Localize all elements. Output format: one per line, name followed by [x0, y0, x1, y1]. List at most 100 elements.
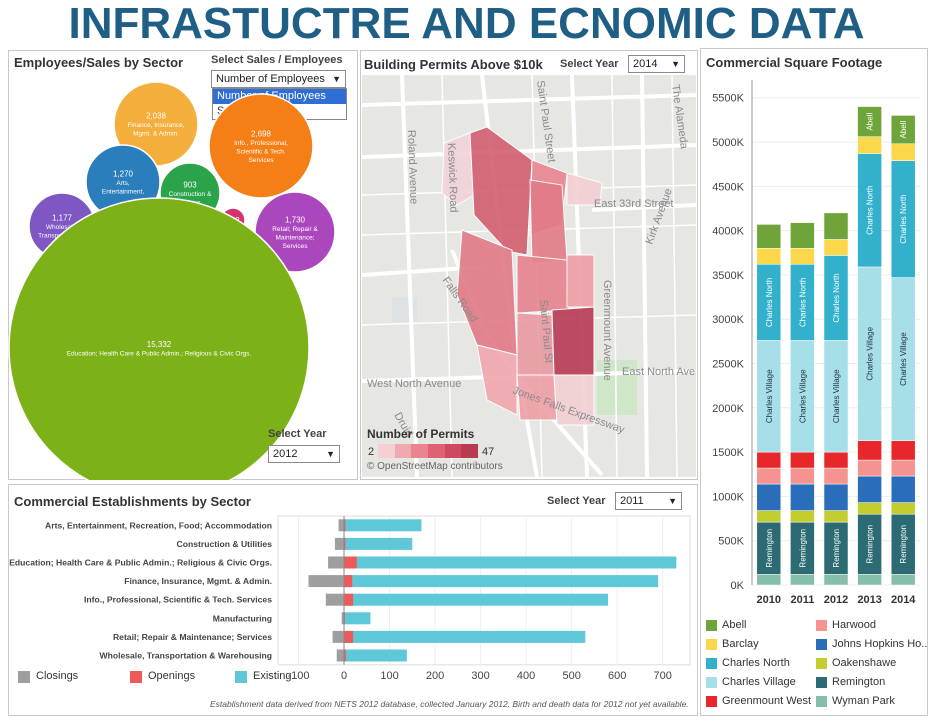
- legend-swatch: [444, 444, 462, 458]
- bar-segment-wyman-park[interactable]: [790, 574, 815, 586]
- bar-closings[interactable]: [328, 556, 345, 569]
- bar-segment-charles-village[interactable]: [890, 277, 916, 441]
- bar-segment-abell[interactable]: [890, 115, 916, 145]
- bar-segment-abell[interactable]: [823, 212, 849, 240]
- bar-segment-harwood[interactable]: [756, 467, 782, 485]
- bar-segment-johns-hopkins-ho-[interactable]: [823, 483, 849, 511]
- establishments-chart: -100 0 100 200 300 400 500 600 700 Arts, Entertai…: [9, 515, 691, 682]
- segment-label: Remington: [832, 529, 841, 568]
- estab-year-label: Select Year: [547, 495, 606, 507]
- bar-segment-abell[interactable]: [790, 222, 815, 249]
- bar-segment-barclay[interactable]: [823, 239, 849, 256]
- bar-segment-charles-north[interactable]: [857, 153, 882, 268]
- bubble-circle[interactable]: [8, 197, 310, 480]
- bar-closings[interactable]: [325, 593, 345, 606]
- bar-closings[interactable]: [334, 537, 345, 550]
- bar-segment-harwood[interactable]: [890, 459, 916, 477]
- bar-closings[interactable]: [341, 612, 345, 625]
- bar-segment-greenmount-west[interactable]: [890, 440, 916, 461]
- bar-existing[interactable]: [344, 575, 659, 588]
- bar-segment-johns-hopkins-ho-[interactable]: [857, 475, 882, 503]
- bar-segment-charles-north[interactable]: [756, 264, 782, 341]
- bar-existing[interactable]: [344, 630, 586, 643]
- segment-label: Charles Village: [866, 326, 875, 380]
- bar-segment-charles-north[interactable]: [790, 264, 815, 341]
- bar-segment-harwood[interactable]: [857, 459, 882, 477]
- y-tick-label: 1500K: [712, 447, 744, 459]
- legend-swatch: [394, 444, 412, 458]
- bar-closings[interactable]: [308, 575, 345, 588]
- legend-swatch: [816, 639, 827, 650]
- bubble-year-select[interactable]: 2012 ▼: [268, 445, 340, 463]
- map-year-value: 2014: [633, 58, 658, 70]
- bar-segment-abell[interactable]: [756, 224, 782, 249]
- bar-segment-remington[interactable]: [756, 521, 782, 575]
- bar-segment-charles-north[interactable]: [823, 255, 849, 341]
- bar-segment-oakenshawe[interactable]: [756, 510, 782, 523]
- bubble-label: Info., Professional,: [234, 140, 288, 147]
- bar-openings[interactable]: [344, 519, 346, 532]
- bubble-label: Construction &: [169, 191, 212, 198]
- bar-closings[interactable]: [336, 649, 345, 662]
- bar-segment-wyman-park[interactable]: [890, 574, 916, 586]
- bar-segment-charles-village[interactable]: [823, 340, 849, 453]
- bar-segment-remington[interactable]: [823, 521, 849, 575]
- x-tick-label: 300: [471, 670, 489, 682]
- bar-segment-wyman-park[interactable]: [857, 574, 882, 586]
- bar-openings[interactable]: [344, 575, 353, 588]
- bar-segment-johns-hopkins-ho-[interactable]: [790, 483, 815, 511]
- bar-openings[interactable]: [344, 556, 357, 569]
- bar-existing[interactable]: [344, 556, 677, 569]
- bar-segment-johns-hopkins-ho-[interactable]: [756, 483, 782, 511]
- bar-openings[interactable]: [344, 630, 354, 643]
- bar-segment-barclay[interactable]: [756, 248, 782, 265]
- bar-closings[interactable]: [332, 630, 345, 643]
- bar-existing[interactable]: [344, 649, 407, 662]
- bar-segment-barclay[interactable]: [857, 136, 882, 154]
- bar-openings[interactable]: [344, 537, 346, 550]
- bar-segment-harwood[interactable]: [823, 467, 849, 485]
- bar-openings[interactable]: [344, 649, 346, 662]
- x-tick-label: 400: [517, 670, 535, 682]
- bar-segment-harwood[interactable]: [790, 467, 815, 485]
- legend-swatch: [816, 620, 827, 631]
- chevron-down-icon: ▼: [671, 59, 680, 69]
- permit-map[interactable]: Saint Paul Street The Alameda Roland Ave…: [362, 75, 696, 477]
- bar-segment-greenmount-west[interactable]: [823, 451, 849, 469]
- bar-openings[interactable]: [344, 593, 354, 606]
- bar-segment-oakenshawe[interactable]: [890, 502, 916, 515]
- bubble-panel-title: Employees/Sales by Sector: [14, 55, 184, 70]
- segment-label: Abell: [899, 121, 908, 139]
- estab-year-select[interactable]: 2011 ▼: [615, 492, 682, 510]
- bar-segment-wyman-park[interactable]: [756, 574, 782, 586]
- bar-segment-wyman-park[interactable]: [823, 574, 849, 586]
- bar-segment-abell[interactable]: [857, 106, 882, 137]
- bar-closings[interactable]: [338, 519, 345, 532]
- bar-segment-oakenshawe[interactable]: [857, 502, 882, 515]
- sales-employees-select[interactable]: Number of Employees ▼: [211, 70, 346, 88]
- bar-segment-greenmount-west[interactable]: [756, 451, 782, 469]
- bar-segment-charles-village[interactable]: [857, 266, 882, 441]
- bubble-value: 2,698: [251, 129, 272, 138]
- bar-segment-barclay[interactable]: [790, 248, 815, 265]
- bubble-info[interactable]: 2,698 Info., Professional,Scientific & Te…: [208, 93, 314, 199]
- bar-existing[interactable]: [344, 537, 413, 550]
- bar-segment-oakenshawe[interactable]: [823, 510, 849, 523]
- bar-segment-oakenshawe[interactable]: [790, 510, 815, 523]
- bubble-circle[interactable]: [208, 93, 314, 199]
- bar-segment-johns-hopkins-ho-[interactable]: [890, 475, 916, 503]
- bar-segment-charles-north[interactable]: [890, 160, 916, 278]
- bar-segment-barclay[interactable]: [890, 143, 916, 161]
- bar-segment-remington[interactable]: [890, 513, 916, 575]
- bar-existing[interactable]: [344, 593, 609, 606]
- map-year-select[interactable]: 2014 ▼: [628, 55, 685, 73]
- y-tick-label: 500K: [718, 536, 744, 548]
- category-label: Construction & Utilities: [177, 539, 273, 549]
- bar-segment-greenmount-west[interactable]: [790, 451, 815, 469]
- bar-segment-greenmount-west[interactable]: [857, 440, 882, 461]
- legend-label: Greenmount West: [722, 695, 812, 707]
- bar-segment-charles-village[interactable]: [790, 340, 815, 453]
- bar-existing[interactable]: [344, 612, 371, 625]
- bar-existing[interactable]: [344, 519, 422, 532]
